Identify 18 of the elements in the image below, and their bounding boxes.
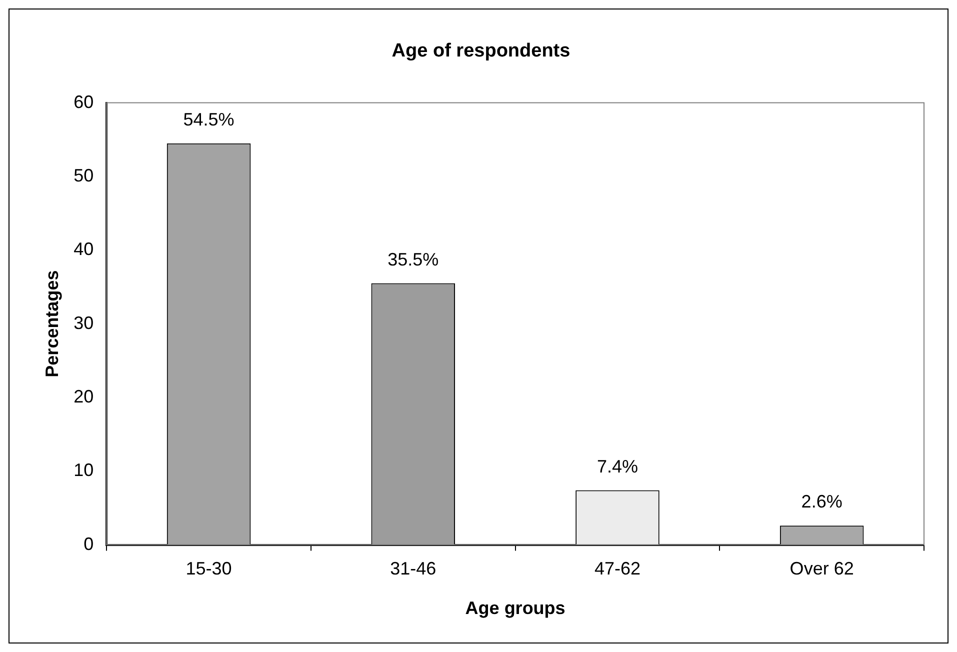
y-tick-label: 20 xyxy=(74,386,94,406)
y-axis-title: Percentages xyxy=(42,270,62,378)
x-tick-label: 15-30 xyxy=(186,558,232,579)
data-label: 35.5% xyxy=(388,249,439,270)
y-tick-label: 30 xyxy=(74,312,94,333)
x-tick-label: Over 62 xyxy=(790,558,854,579)
y-tick-label: 60 xyxy=(74,92,94,112)
data-label: 2.6% xyxy=(801,492,842,512)
chart-title: Age of respondents xyxy=(392,40,570,62)
y-tick-label: 40 xyxy=(74,239,94,260)
y-tick-label: 10 xyxy=(74,460,94,480)
data-label: 54.5% xyxy=(183,109,234,130)
data-label: 7.4% xyxy=(596,456,638,476)
x-tick-label: 31-46 xyxy=(390,558,436,579)
x-tick-label: 47-62 xyxy=(594,558,641,579)
x-axis-title: Age groups xyxy=(465,598,566,618)
y-tick-label: 50 xyxy=(74,165,94,186)
y-tick-label: 0 xyxy=(84,534,94,554)
